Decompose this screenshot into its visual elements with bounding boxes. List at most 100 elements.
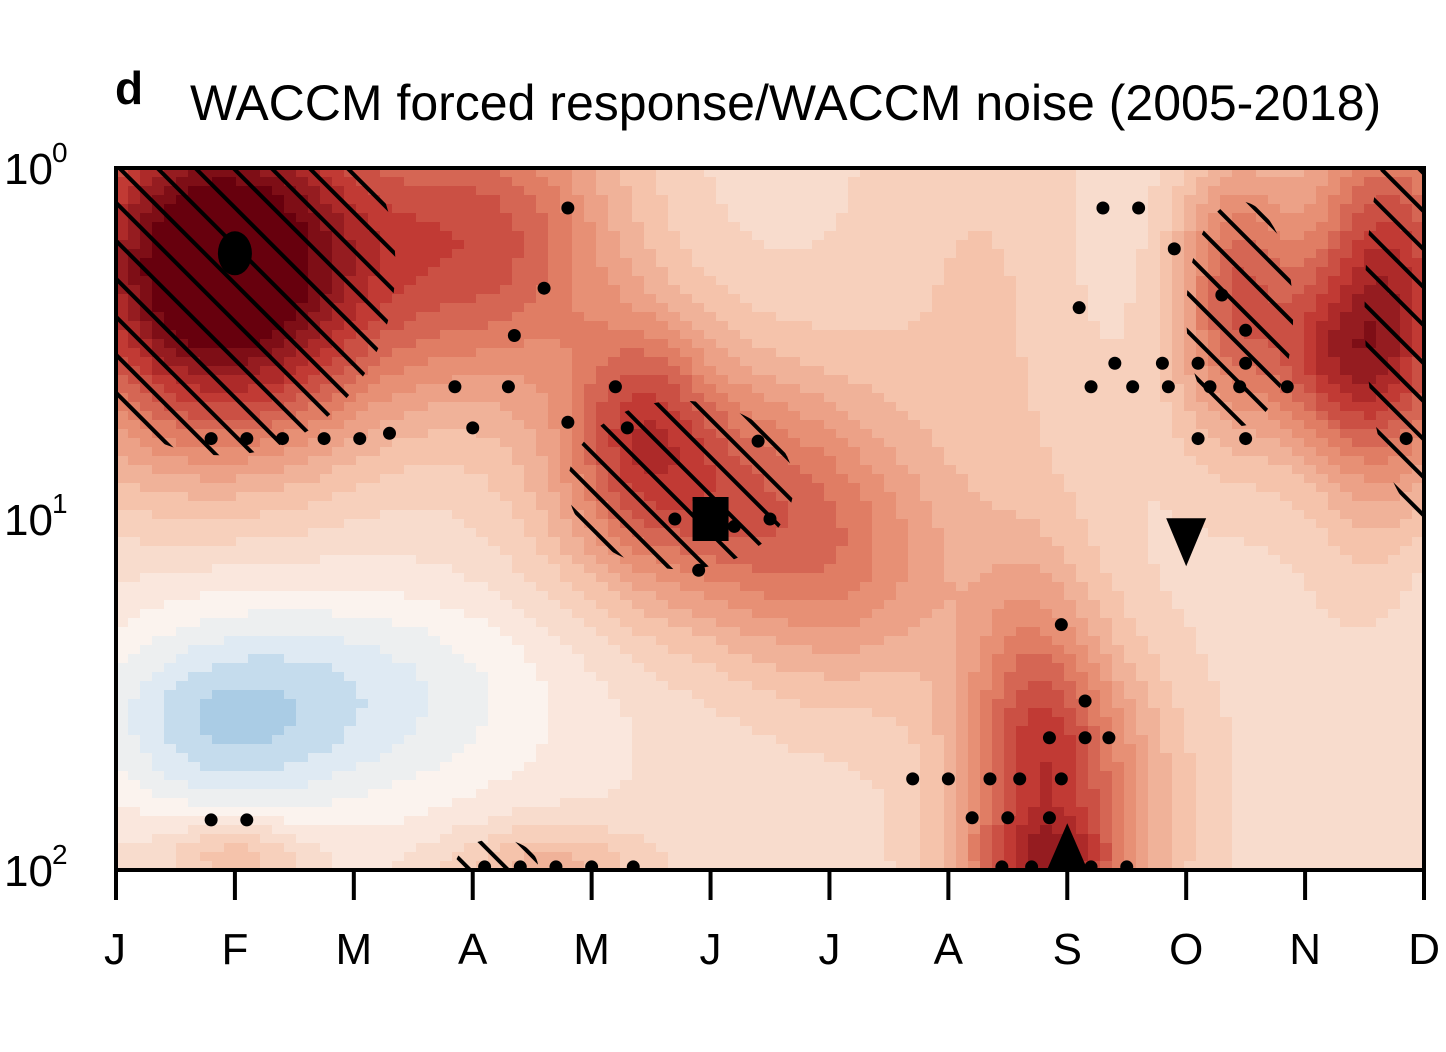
field-cell (524, 627, 537, 637)
field-cell (200, 168, 213, 178)
field-cell (320, 789, 333, 799)
field-cell (332, 483, 345, 493)
field-cell (836, 276, 849, 286)
field-cell (332, 366, 345, 376)
field-cell (668, 582, 681, 592)
field-cell (824, 465, 837, 475)
field-cell (344, 798, 357, 808)
field-cell (260, 582, 273, 592)
field-cell (320, 573, 333, 583)
field-cell (464, 339, 477, 349)
field-cell (632, 249, 645, 259)
field-cell (296, 411, 309, 421)
field-cell (656, 672, 669, 682)
field-cell (644, 591, 657, 601)
field-cell (224, 582, 237, 592)
field-cell (380, 177, 393, 187)
field-cell (776, 285, 789, 295)
field-cell (380, 501, 393, 511)
field-cell (848, 375, 861, 385)
field-cell (800, 330, 813, 340)
field-cell (620, 258, 633, 268)
field-cell (860, 690, 873, 700)
field-cell (164, 843, 177, 853)
field-cell (392, 168, 405, 178)
field-cell (692, 222, 705, 232)
field-cell (236, 555, 249, 565)
field-cell (236, 204, 249, 214)
field-cell (692, 798, 705, 808)
field-cell (824, 519, 837, 529)
field-cell (248, 564, 261, 574)
field-cell (440, 636, 453, 646)
field-cell (392, 411, 405, 421)
field-cell (308, 681, 321, 691)
field-cell (548, 618, 561, 628)
field-cell (224, 501, 237, 511)
field-cell (836, 843, 849, 853)
field-cell (440, 753, 453, 763)
field-cell (788, 465, 801, 475)
field-cell (236, 681, 249, 691)
field-cell (176, 744, 189, 754)
field-cell (476, 186, 489, 196)
field-cell (428, 609, 441, 619)
field-cell (752, 582, 765, 592)
field-cell (524, 807, 537, 817)
field-cell (428, 204, 441, 214)
field-cell (488, 789, 501, 799)
field-cell (764, 240, 777, 250)
field-cell (116, 816, 129, 826)
field-cell (476, 222, 489, 232)
field-cell (308, 267, 321, 277)
field-cell (392, 762, 405, 772)
field-cell (452, 636, 465, 646)
field-cell (116, 510, 129, 520)
field-cell (404, 609, 417, 619)
field-cell (620, 321, 633, 331)
field-cell (764, 366, 777, 376)
field-cell (836, 312, 849, 322)
field-cell (524, 672, 537, 682)
field-cell (164, 456, 177, 466)
field-cell (176, 420, 189, 430)
field-cell (224, 456, 237, 466)
field-cell (224, 222, 237, 232)
field-cell (788, 861, 801, 870)
field-cell (728, 843, 741, 853)
field-cell (512, 708, 525, 718)
field-cell (440, 564, 453, 574)
field-cell (500, 276, 513, 286)
field-cell (284, 699, 297, 709)
field-cell (884, 186, 897, 196)
field-cell (812, 825, 825, 835)
field-cell (440, 222, 453, 232)
field-cell (608, 231, 621, 241)
field-cell (788, 645, 801, 655)
field-cell (704, 429, 717, 439)
field-cell (200, 699, 213, 709)
field-cell (320, 465, 333, 475)
field-cell (620, 564, 633, 574)
field-cell (728, 609, 741, 619)
field-cell (692, 294, 705, 304)
field-cell (428, 393, 441, 403)
field-cell (740, 249, 753, 259)
field-cell (692, 825, 705, 835)
field-cell (440, 258, 453, 268)
field-cell (428, 384, 441, 394)
field-cell (416, 672, 429, 682)
field-cell (428, 456, 441, 466)
field-cell (416, 735, 429, 745)
field-cell (488, 537, 501, 547)
field-cell (452, 798, 465, 808)
field-cell (464, 609, 477, 619)
field-cell (416, 717, 429, 727)
field-cell (488, 690, 501, 700)
field-cell (632, 438, 645, 448)
field-cell (872, 690, 885, 700)
field-cell (788, 312, 801, 322)
field-cell (368, 186, 381, 196)
field-cell (272, 681, 285, 691)
field-cell (188, 375, 201, 385)
